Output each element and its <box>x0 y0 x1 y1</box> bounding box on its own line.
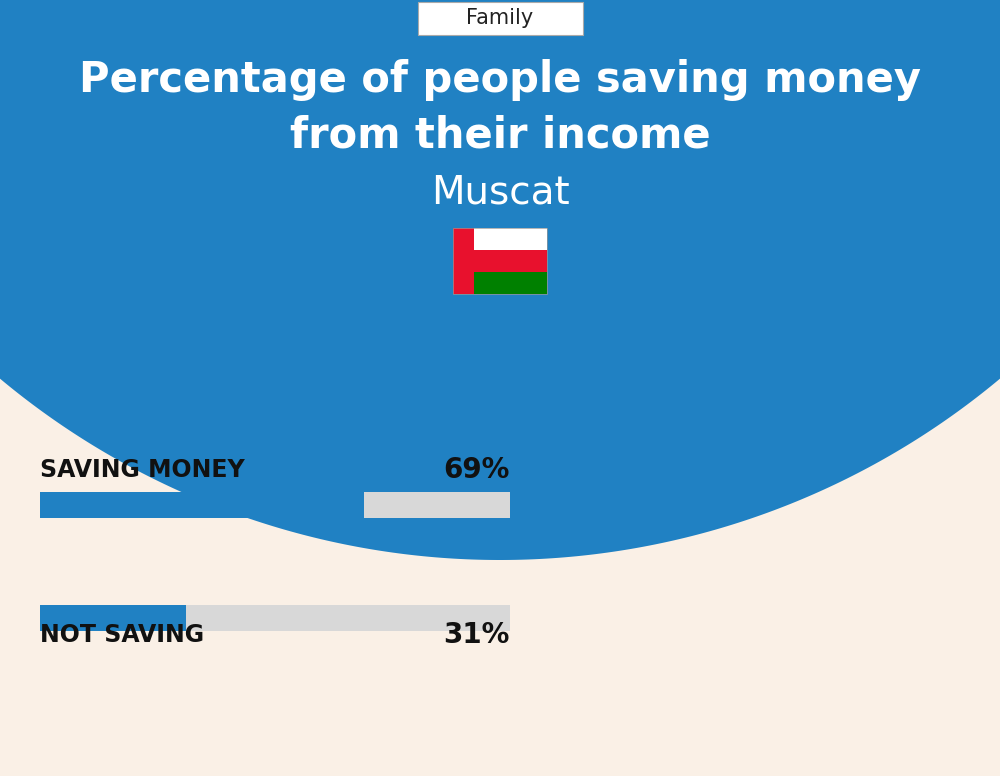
Text: 31%: 31% <box>444 621 510 649</box>
Text: from their income: from their income <box>290 114 710 156</box>
Bar <box>453 228 474 294</box>
Bar <box>40 492 510 518</box>
Polygon shape <box>0 0 1000 560</box>
Bar <box>453 272 547 294</box>
Text: Percentage of people saving money: Percentage of people saving money <box>79 59 921 101</box>
Bar <box>453 250 547 272</box>
Bar <box>40 492 364 518</box>
Text: Muscat: Muscat <box>431 173 569 211</box>
Bar <box>453 228 547 294</box>
Text: Family: Family <box>466 8 534 28</box>
Bar <box>453 228 547 250</box>
Bar <box>40 605 510 631</box>
FancyBboxPatch shape <box>418 2 582 34</box>
Text: NOT SAVING: NOT SAVING <box>40 623 204 647</box>
Text: 69%: 69% <box>444 456 510 484</box>
Bar <box>40 605 186 631</box>
Text: SAVING MONEY: SAVING MONEY <box>40 458 245 482</box>
